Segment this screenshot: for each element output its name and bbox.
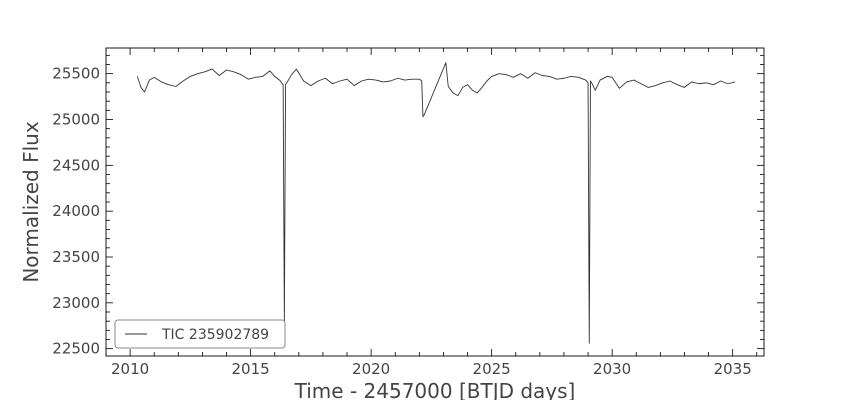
legend: TIC 235902789	[114, 319, 286, 349]
legend-label: TIC 235902789	[161, 327, 269, 343]
x-tick-label: 2025	[473, 360, 511, 378]
x-tick-label: 2030	[593, 360, 631, 378]
y-axis-label: Normalized Flux	[19, 121, 43, 283]
x-tick-label: 2020	[352, 360, 390, 378]
y-tick-label: 24500	[52, 156, 100, 174]
plot-frame	[105, 47, 765, 357]
y-tick-label: 25500	[52, 65, 100, 83]
legend-box	[114, 319, 286, 349]
y-tick-label: 25000	[52, 111, 100, 129]
x-axis-label: Time - 2457000 [BTJD days]	[294, 379, 576, 400]
x-tick-label: 2015	[232, 360, 270, 378]
y-tick-label: 22500	[52, 340, 100, 358]
y-tick-label: 23500	[52, 248, 100, 266]
y-ticks: 22500 23000 23500 24000 24500 25000 25500	[52, 54, 764, 358]
x-ticks: 2010 2015 2020 2025 2030 2035	[105, 48, 758, 378]
y-tick-label: 24000	[52, 202, 100, 220]
plot-background	[106, 48, 764, 356]
x-tick-label: 2010	[111, 360, 149, 378]
y-tick-label: 23000	[52, 294, 100, 312]
x-tick-label: 2035	[714, 360, 752, 378]
series-line	[136, 62, 736, 344]
